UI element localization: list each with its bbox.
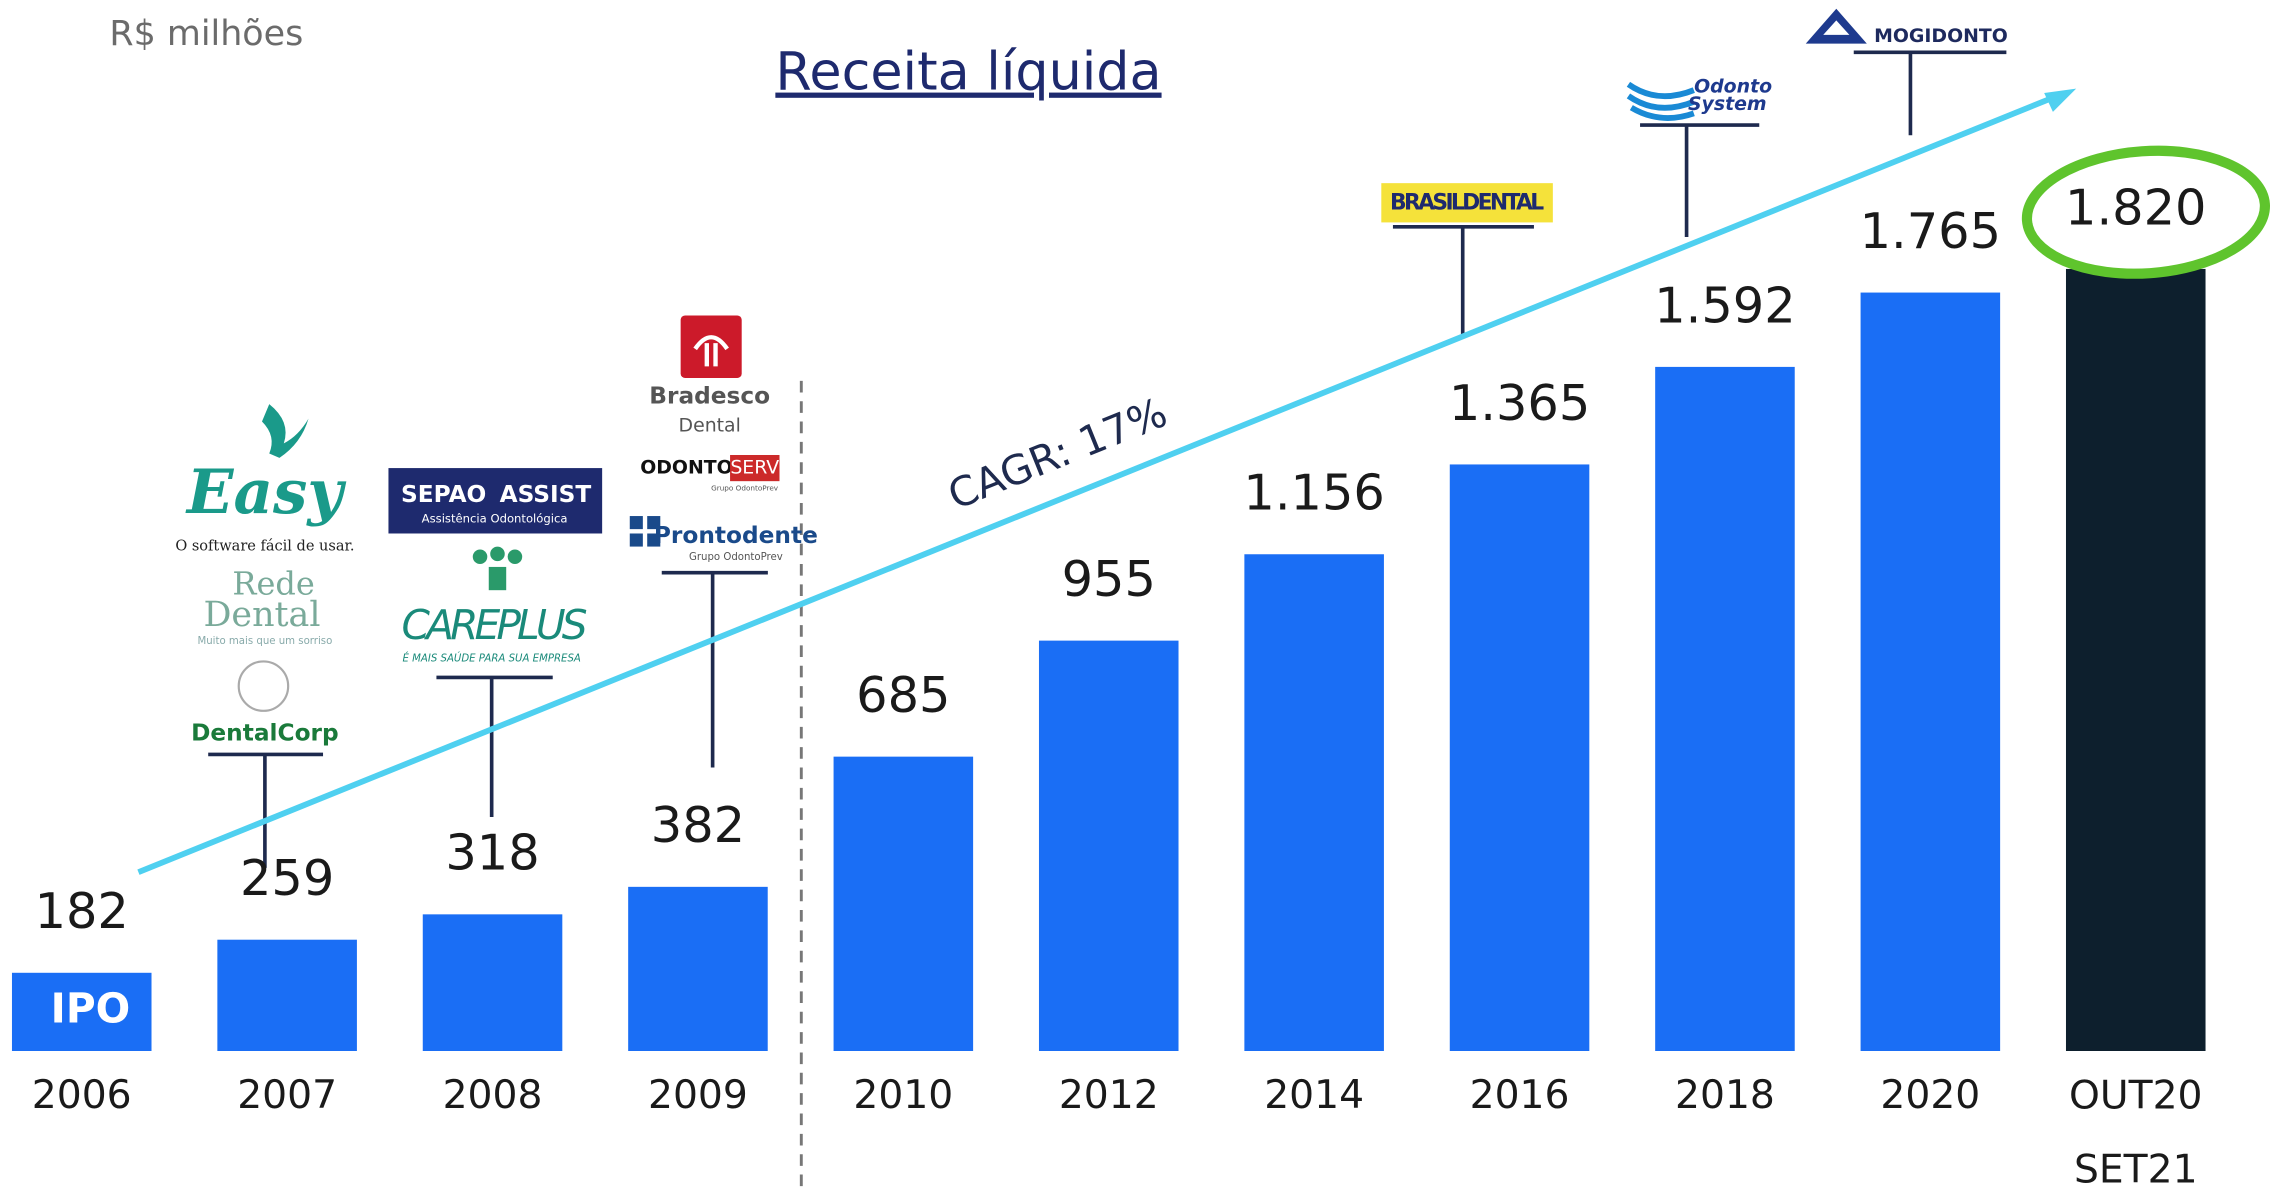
value-label: 382 [651,796,745,854]
bar [1038,640,1179,1051]
careplus-icon [472,546,523,591]
bar [628,886,768,1051]
x-tick-label: 2012 [1059,1073,1159,1118]
value-label: 1.592 [1654,276,1795,334]
prontodente-icon [629,516,661,547]
connectors [208,50,2007,868]
chart-title: Receita líquida [775,42,1161,103]
logo-text: Dental [203,595,320,635]
x-tick-label: 2014 [1264,1073,1364,1118]
bar [1860,292,2001,1051]
value-label: 259 [240,849,334,907]
logo-text: Bradesco [649,382,770,409]
logo-text: DentalCorp [191,720,339,747]
x-tick-label: 2020 [1880,1073,1980,1118]
mogidonto-icon [1805,8,1867,44]
bar [422,914,563,1051]
logo-text: BRASILDENTAL [1390,191,1544,216]
bird-icon [261,404,309,458]
bar [217,939,357,1051]
bar [11,972,152,1051]
value-label: 1.820 [2065,178,2206,236]
logo-text: System [1688,93,1767,115]
x-tick-label: 2006 [32,1073,132,1118]
ipo-label: IPO [51,985,131,1033]
value-label: 318 [445,824,539,882]
value-label: 1.765 [1860,202,2001,260]
logo-text: Dental [679,414,741,436]
logo-text: MOGIDONTO [1874,25,2008,47]
logo-text: É MAIS SAÚDE PARA SUA EMPRESA [402,652,580,665]
value-label: 685 [856,666,950,724]
x-tick-label: 2010 [853,1073,953,1118]
logo-text: O software fácil de usar. [175,539,354,555]
logo-text: Prontodente [654,522,818,549]
bradesco-icon [693,335,729,367]
logo-text: SERV [730,457,779,479]
value-label: 1.156 [1243,464,1384,522]
odonto-system-icon [1626,81,1695,121]
bar [2065,268,2206,1051]
bars: 182 2006 259 2007 318 2008 382 2009 685 2010 955 20… [11,178,2206,1192]
logo-box [1381,183,1553,223]
highlight-ring [2021,145,2271,279]
logo-text: Grupo OdontoPrev [689,552,783,563]
logo-text: Grupo OdontoPrev [711,483,779,492]
value-label: 182 [35,882,129,940]
bar [1244,554,1384,1051]
trend-arrowhead [2044,88,2077,112]
x-tick-label: OUT20 SET21 [2069,1073,2203,1192]
logo-text: Muito mais que um sorriso [197,636,332,647]
logo-text: Rede [232,564,314,602]
logo-text: ODONTO [640,457,732,479]
x-tick-label: 2016 [1470,1073,1570,1118]
x-tick-label: 2018 [1675,1073,1775,1118]
unit-label: R$ milhões [109,14,303,54]
logo-text: CAREPLUS [402,601,588,649]
logo-text: Odonto [1694,76,1772,98]
logo-text: Easy [185,457,346,528]
bar [1449,464,1590,1051]
value-label: 1.365 [1449,374,1590,432]
logo-text: SEPAO [401,481,486,508]
logo-text: ASSIST [500,481,592,508]
x-tick-label: 2007 [237,1073,337,1118]
value-label: 955 [1062,550,1156,608]
trend-line [137,93,2059,875]
bar [833,756,974,1051]
globe-icon [237,660,290,712]
x-tick-label: 2009 [648,1073,748,1118]
logo-text: Assistência Odontológica [422,511,568,525]
bradesco-icon [680,315,742,378]
logos: Easy O software fácil de usar. Rede Dent… [175,8,2008,747]
logo-box [730,454,780,482]
logo-box [388,468,603,534]
x-tick-label: 2008 [443,1073,543,1118]
bar [1655,366,1795,1051]
